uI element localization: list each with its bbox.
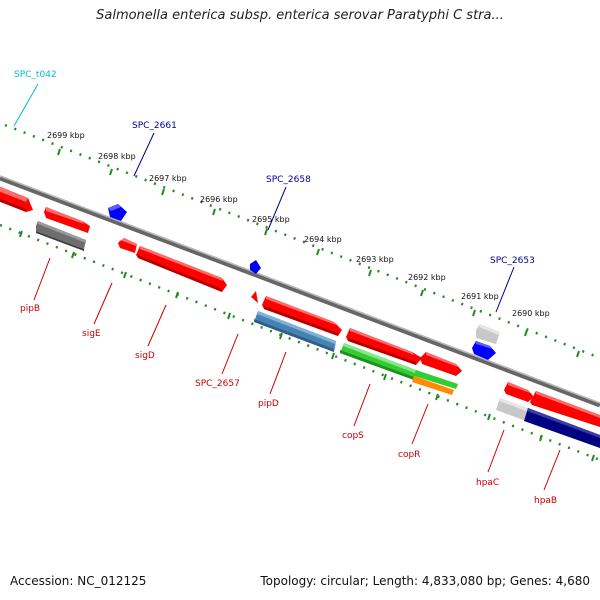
gene-label-copr[interactable]: copR: [398, 450, 420, 460]
gene-label-spc-2653[interactable]: SPC_2653: [490, 256, 535, 266]
kbp-label: 2693 kbp: [356, 255, 394, 264]
gene-feature[interactable]: [412, 376, 454, 395]
gene-feature[interactable]: [472, 341, 496, 360]
gene-label-spc-2658[interactable]: SPC_2658: [266, 175, 311, 185]
gene-feature[interactable]: [414, 370, 458, 389]
gene-label-hpac[interactable]: hpaC: [476, 478, 499, 488]
gene-label-hpab[interactable]: hpaB: [534, 496, 557, 506]
kbp-label: 2698 kbp: [98, 152, 136, 161]
gene-feature[interactable]: [346, 328, 422, 365]
gene-label-spc-2657[interactable]: SPC_2657: [195, 379, 240, 389]
kbp-label: 2690 kbp: [512, 309, 550, 318]
kbp-label: 2697 kbp: [149, 174, 187, 183]
genome-summary-text: Topology: circular; Length: 4,833,080 bp…: [260, 574, 590, 588]
genome-backbone: [0, 175, 600, 408]
genome-backbone-highlight: [0, 175, 600, 404]
kbp-label: 2696 kbp: [200, 195, 238, 204]
gene-label-sigd[interactable]: sigD: [135, 351, 155, 361]
kbp-label: 2691 kbp: [461, 292, 499, 301]
leader-lines-bottom: [33, 257, 561, 491]
gene-feature[interactable]: [504, 382, 534, 402]
kbp-label: 2694 kbp: [304, 235, 342, 244]
kbp-label: 2692 kbp: [408, 273, 446, 282]
gene-feature[interactable]: [108, 204, 127, 221]
leader-lines-top: [13, 83, 515, 313]
gene-label-pipd[interactable]: pipD: [258, 399, 279, 409]
gene-feature[interactable]: [420, 352, 462, 376]
lower-major-ticks: [19, 230, 595, 462]
gene-feature[interactable]: [340, 343, 416, 380]
kbp-label: 2695 kbp: [252, 215, 290, 224]
gene-label-sige[interactable]: sigE: [82, 329, 101, 339]
page-title: Salmonella enterica subsp. enterica sero…: [96, 8, 504, 23]
gene-feature[interactable]: [262, 296, 342, 336]
gene-feature[interactable]: [44, 207, 90, 233]
gene-label-spc-t042[interactable]: SPC_t042: [14, 70, 57, 80]
gene-label-pipb[interactable]: pipB: [20, 304, 40, 314]
gene-feature[interactable]: [251, 291, 258, 303]
gene-label-spc-2661[interactable]: SPC_2661: [132, 121, 177, 131]
upper-major-ticks: [57, 148, 580, 358]
gene-feature[interactable]: [118, 238, 137, 253]
gene-feature[interactable]: [0, 186, 33, 212]
gene-feature[interactable]: [254, 311, 336, 352]
accession-text: Accession: NC_012125: [10, 574, 147, 588]
kbp-label: 2699 kbp: [47, 131, 85, 140]
gene-label-cops[interactable]: copS: [342, 431, 364, 441]
gene-feature[interactable]: [250, 260, 261, 274]
gene-feature[interactable]: [476, 324, 500, 344]
gene-feature[interactable]: [136, 246, 227, 292]
gene-feature[interactable]: [36, 221, 86, 251]
gene-feature[interactable]: [530, 391, 600, 427]
gene-feature[interactable]: [496, 398, 530, 421]
gene-feature[interactable]: [524, 408, 600, 448]
